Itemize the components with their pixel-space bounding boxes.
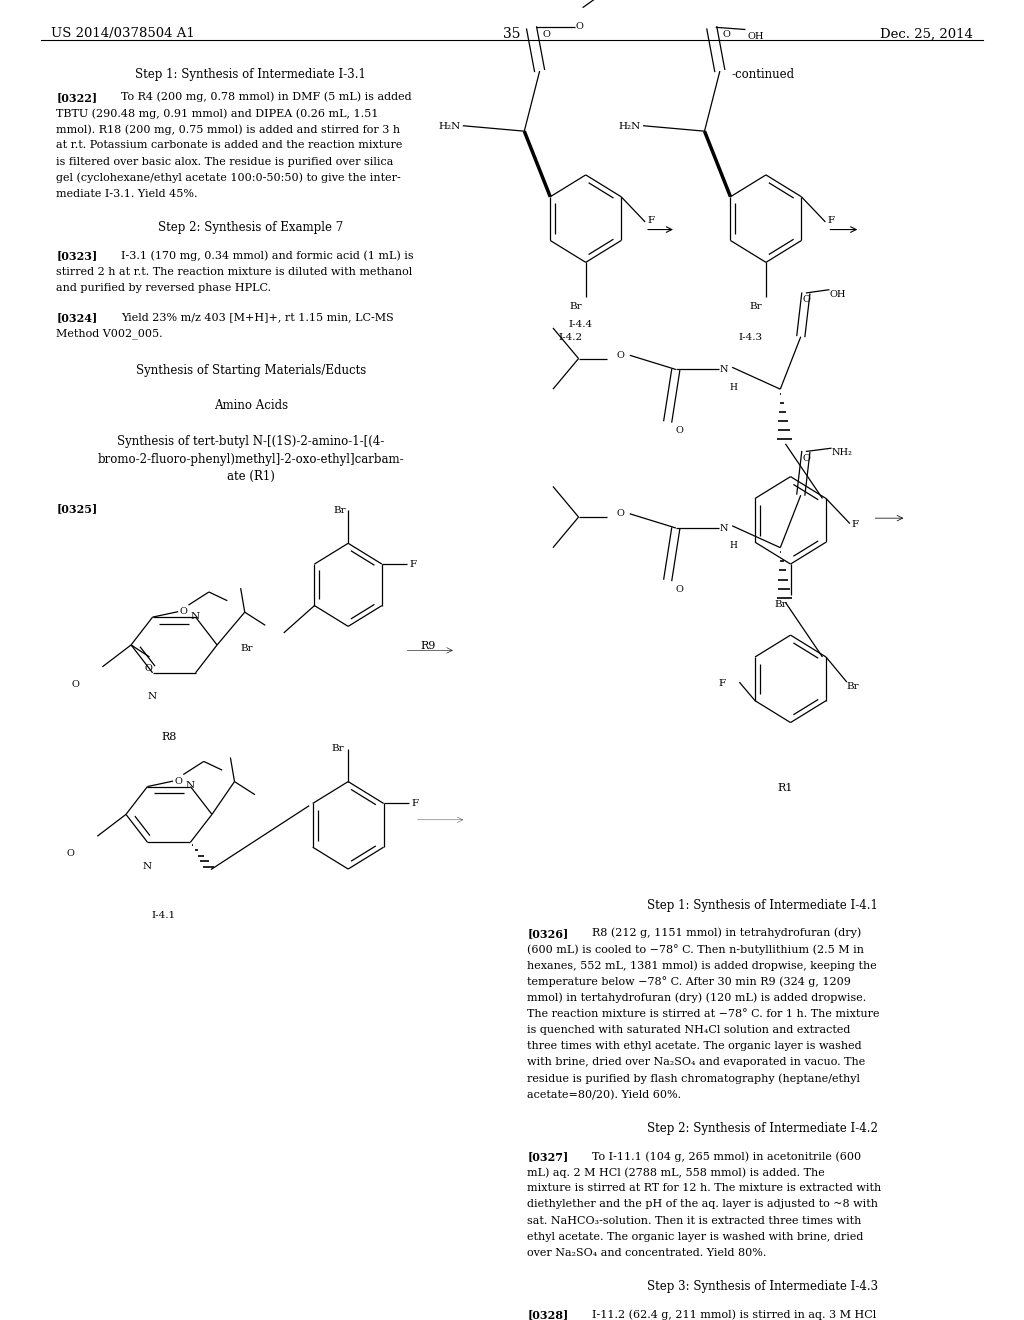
Text: residue is purified by flash chromatography (heptane/ethyl: residue is purified by flash chromatogra… <box>527 1073 860 1084</box>
Text: O: O <box>174 776 182 785</box>
Text: N: N <box>720 366 728 374</box>
Text: Br: Br <box>750 302 762 310</box>
Text: three times with ethyl acetate. The organic layer is washed: three times with ethyl acetate. The orga… <box>527 1041 862 1051</box>
Text: mediate I-3.1. Yield 45%.: mediate I-3.1. Yield 45%. <box>56 189 198 199</box>
Text: Step 3: Synthesis of Intermediate I-4.3: Step 3: Synthesis of Intermediate I-4.3 <box>647 1280 879 1294</box>
Text: H₂N: H₂N <box>438 123 461 132</box>
Text: Step 2: Synthesis of Example 7: Step 2: Synthesis of Example 7 <box>159 222 343 234</box>
Text: H₂N: H₂N <box>618 123 641 132</box>
Text: N: N <box>142 862 152 871</box>
Text: I-4.2: I-4.2 <box>558 334 583 342</box>
Text: F: F <box>719 678 726 688</box>
Text: 35: 35 <box>503 28 521 41</box>
Text: N: N <box>147 693 157 701</box>
Text: [0326]: [0326] <box>527 928 568 939</box>
Text: [0323]: [0323] <box>56 251 97 261</box>
Text: R1: R1 <box>777 783 794 793</box>
Text: I-11.2 (62.4 g, 211 mmol) is stirred in aq. 3 M HCl: I-11.2 (62.4 g, 211 mmol) is stirred in … <box>592 1309 877 1320</box>
Text: R8: R8 <box>161 733 177 742</box>
Text: mmol) in tertahydrofuran (dry) (120 mL) is added dropwise.: mmol) in tertahydrofuran (dry) (120 mL) … <box>527 993 866 1003</box>
Text: (600 mL) is cooled to −78° C. Then n-butyllithium (2.5 M in: (600 mL) is cooled to −78° C. Then n-but… <box>527 944 864 954</box>
Text: O: O <box>723 29 731 38</box>
Text: [0324]: [0324] <box>56 312 97 323</box>
Text: Dec. 25, 2014: Dec. 25, 2014 <box>880 28 973 41</box>
Text: NH₂: NH₂ <box>831 449 852 457</box>
Text: stirred 2 h at r.t. The reaction mixture is diluted with methanol: stirred 2 h at r.t. The reaction mixture… <box>56 267 413 277</box>
Text: O: O <box>676 426 684 436</box>
Text: and purified by reversed phase HPLC.: and purified by reversed phase HPLC. <box>56 282 271 293</box>
Text: Yield 23% m/z 403 [M+H]+, rt 1.15 min, LC-MS: Yield 23% m/z 403 [M+H]+, rt 1.15 min, L… <box>121 312 393 322</box>
Text: ethyl acetate. The organic layer is washed with brine, dried: ethyl acetate. The organic layer is wash… <box>527 1232 863 1242</box>
Text: is quenched with saturated NH₄Cl solution and extracted: is quenched with saturated NH₄Cl solutio… <box>527 1024 851 1035</box>
Text: O: O <box>179 607 187 616</box>
Text: O: O <box>72 680 80 689</box>
Text: O: O <box>144 664 153 672</box>
Text: F: F <box>412 799 419 808</box>
Text: I-4.4: I-4.4 <box>568 321 593 329</box>
Text: mixture is stirred at RT for 12 h. The mixture is extracted with: mixture is stirred at RT for 12 h. The m… <box>527 1183 882 1193</box>
Text: Step 2: Synthesis of Intermediate I-4.2: Step 2: Synthesis of Intermediate I-4.2 <box>647 1122 879 1135</box>
Text: N: N <box>190 611 200 620</box>
Text: F: F <box>852 520 859 529</box>
Text: mmol). R18 (200 mg, 0.75 mmol) is added and stirred for 3 h: mmol). R18 (200 mg, 0.75 mmol) is added … <box>56 124 400 135</box>
Text: gel (cyclohexane/ethyl acetate 100:0-50:50) to give the inter-: gel (cyclohexane/ethyl acetate 100:0-50:… <box>56 173 401 183</box>
Text: Synthesis of Starting Materials/Educts: Synthesis of Starting Materials/Educts <box>136 363 366 376</box>
Text: O: O <box>803 454 811 462</box>
Text: Br: Br <box>847 682 859 692</box>
Text: is filtered over basic alox. The residue is purified over silica: is filtered over basic alox. The residue… <box>56 157 393 166</box>
Text: [0325]: [0325] <box>56 503 97 513</box>
Text: Br: Br <box>334 506 346 515</box>
Text: F: F <box>647 216 654 226</box>
Text: O: O <box>676 585 684 594</box>
Text: US 2014/0378504 A1: US 2014/0378504 A1 <box>51 28 195 41</box>
Text: Br: Br <box>774 601 786 609</box>
Text: O: O <box>543 29 551 38</box>
Text: I-4.1: I-4.1 <box>152 911 176 920</box>
Text: F: F <box>827 216 835 226</box>
Text: The reaction mixture is stirred at −78° C. for 1 h. The mixture: The reaction mixture is stirred at −78° … <box>527 1008 880 1019</box>
Text: R9: R9 <box>420 640 436 651</box>
Text: OH: OH <box>829 289 846 298</box>
Text: temperature below −78° C. After 30 min R9 (324 g, 1209: temperature below −78° C. After 30 min R… <box>527 977 851 987</box>
Text: [0328]: [0328] <box>527 1309 568 1320</box>
Text: H: H <box>729 383 737 392</box>
Text: R8 (212 g, 1151 mmol) in tetrahydrofuran (dry): R8 (212 g, 1151 mmol) in tetrahydrofuran… <box>592 928 861 939</box>
Text: To I-11.1 (104 g, 265 mmol) in acetonitrile (600: To I-11.1 (104 g, 265 mmol) in acetonitr… <box>592 1151 861 1162</box>
Text: TBTU (290.48 mg, 0.91 mmol) and DIPEA (0.26 mL, 1.51: TBTU (290.48 mg, 0.91 mmol) and DIPEA (0… <box>56 108 379 119</box>
Text: Step 1: Synthesis of Intermediate I-3.1: Step 1: Synthesis of Intermediate I-3.1 <box>135 67 367 81</box>
Text: hexanes, 552 mL, 1381 mmol) is added dropwise, keeping the: hexanes, 552 mL, 1381 mmol) is added dro… <box>527 960 878 970</box>
Text: sat. NaHCO₃-solution. Then it is extracted three times with: sat. NaHCO₃-solution. Then it is extract… <box>527 1216 862 1226</box>
Text: Amino Acids: Amino Acids <box>214 399 288 412</box>
Text: at r.t. Potassium carbonate is added and the reaction mixture: at r.t. Potassium carbonate is added and… <box>56 140 402 150</box>
Text: I-4.3: I-4.3 <box>738 334 763 342</box>
Text: O: O <box>616 351 625 360</box>
Text: -continued: -continued <box>731 67 795 81</box>
Text: diethylether and the pH of the aq. layer is adjusted to ~8 with: diethylether and the pH of the aq. layer… <box>527 1200 879 1209</box>
Text: Step 1: Synthesis of Intermediate I-4.1: Step 1: Synthesis of Intermediate I-4.1 <box>647 899 879 912</box>
Text: O: O <box>616 510 625 519</box>
Text: acetate=80/20). Yield 60%.: acetate=80/20). Yield 60%. <box>527 1089 682 1100</box>
Text: O: O <box>67 849 75 858</box>
Text: H: H <box>729 541 737 550</box>
Text: Br: Br <box>569 302 582 310</box>
Text: N: N <box>185 781 195 791</box>
Text: [0327]: [0327] <box>527 1151 568 1162</box>
Text: OH: OH <box>748 32 764 41</box>
Text: O: O <box>803 296 811 304</box>
Text: mL) aq. 2 M HCl (2788 mL, 558 mmol) is added. The: mL) aq. 2 M HCl (2788 mL, 558 mmol) is a… <box>527 1167 825 1177</box>
Text: F: F <box>410 560 417 569</box>
Text: I-3.1 (170 mg, 0.34 mmol) and formic acid (1 mL) is: I-3.1 (170 mg, 0.34 mmol) and formic aci… <box>121 251 414 261</box>
Text: Method V002_005.: Method V002_005. <box>56 329 163 339</box>
Text: To R4 (200 mg, 0.78 mmol) in DMF (5 mL) is added: To R4 (200 mg, 0.78 mmol) in DMF (5 mL) … <box>121 92 412 103</box>
Text: with brine, dried over Na₂SO₄ and evaporated in vacuo. The: with brine, dried over Na₂SO₄ and evapor… <box>527 1057 865 1067</box>
Text: ate (R1): ate (R1) <box>227 470 274 483</box>
Text: Br: Br <box>241 644 253 653</box>
Text: bromo-2-fluoro-phenyl)methyl]-2-oxo-ethyl]carbam-: bromo-2-fluoro-phenyl)methyl]-2-oxo-ethy… <box>97 453 404 466</box>
Text: O: O <box>575 22 584 30</box>
Text: Synthesis of tert-butyl N-[(1S)-2-amino-1-[(4-: Synthesis of tert-butyl N-[(1S)-2-amino-… <box>117 434 385 447</box>
Text: over Na₂SO₄ and concentrated. Yield 80%.: over Na₂SO₄ and concentrated. Yield 80%. <box>527 1247 767 1258</box>
Text: [0322]: [0322] <box>56 92 97 103</box>
Text: N: N <box>720 524 728 532</box>
Text: Br: Br <box>332 744 344 754</box>
